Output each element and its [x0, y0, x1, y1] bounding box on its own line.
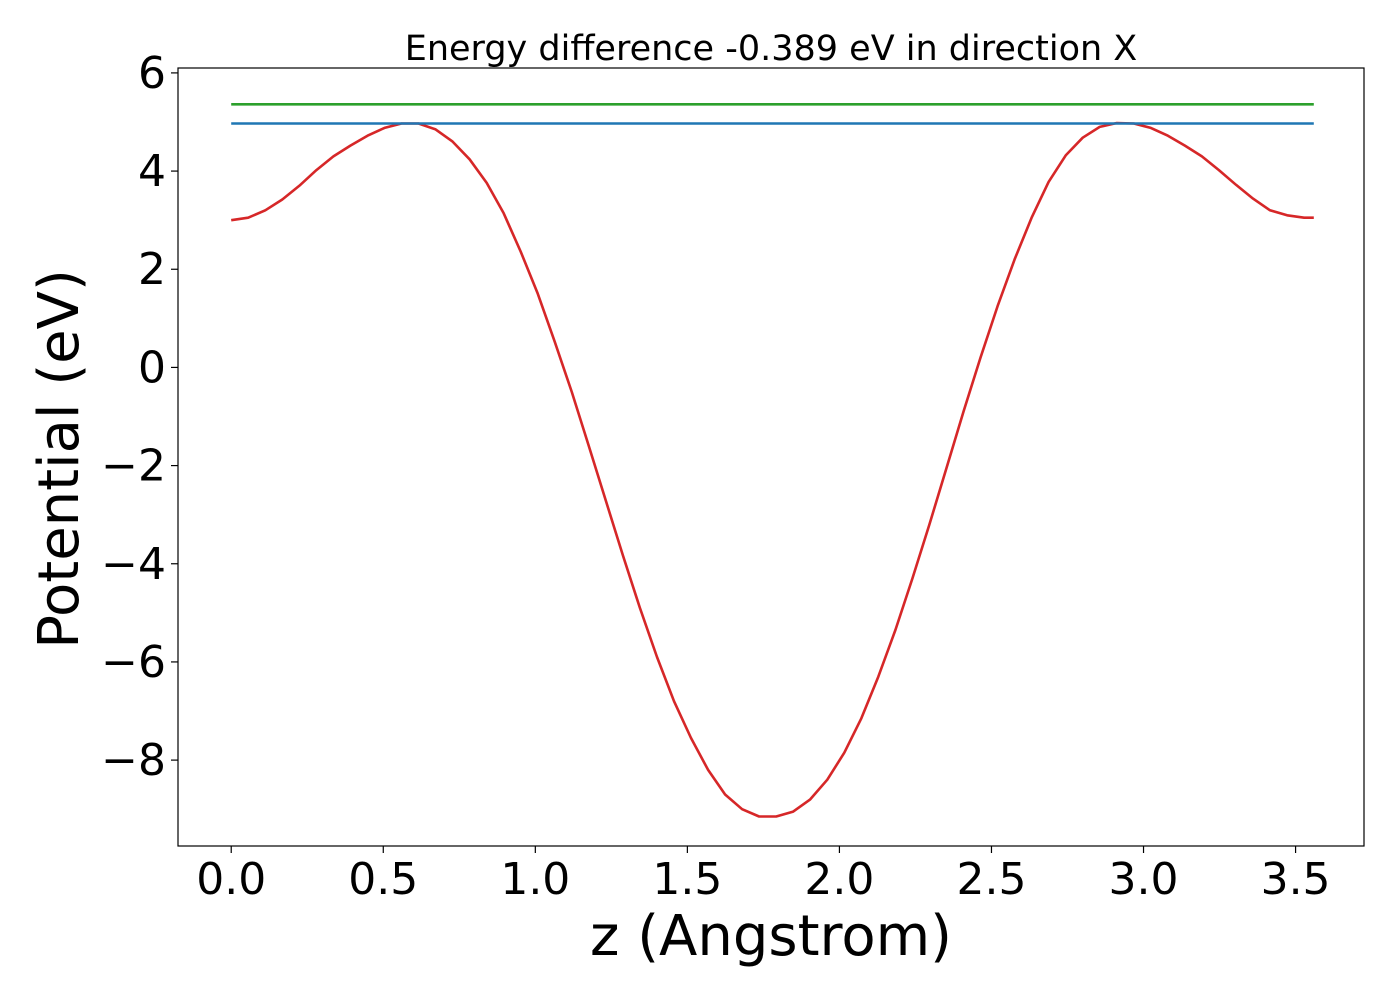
x-tick-label: 2.5	[956, 854, 1026, 905]
series-line-0	[231, 121, 1314, 818]
series-layer	[231, 103, 1314, 818]
y-axis-label: Potential (eV)	[27, 269, 92, 649]
y-tick-label: 6	[138, 48, 166, 99]
y-tick-label: −2	[101, 441, 166, 492]
y-tick-label: −8	[101, 735, 166, 786]
x-axis-label: z (Angstrom)	[590, 904, 952, 969]
x-tick-label: 2.0	[804, 854, 874, 905]
y-tick-label: −6	[101, 637, 166, 688]
x-tick-label: 1.0	[500, 854, 570, 905]
x-tick-label: 3.5	[1261, 854, 1331, 905]
y-tick-label: 4	[138, 146, 166, 197]
plot-frame	[177, 67, 1365, 847]
x-tick-label: 0.5	[348, 854, 418, 905]
y-axis: −8 −6 −4 −2 0 2 4 6	[101, 48, 178, 786]
x-tick-label: 3.0	[1109, 854, 1179, 905]
x-tick-label: 1.5	[652, 854, 722, 905]
y-tick-label: 2	[138, 244, 166, 295]
x-axis: 0.0 0.5 1.0 1.5 2.0 2.5 3.0 3.5	[196, 846, 1331, 905]
y-tick-label: −4	[101, 539, 166, 590]
chart-title: Energy difference -0.389 eV in direction…	[405, 29, 1138, 69]
x-tick-label: 0.0	[196, 854, 266, 905]
y-tick-label: 0	[138, 342, 166, 393]
